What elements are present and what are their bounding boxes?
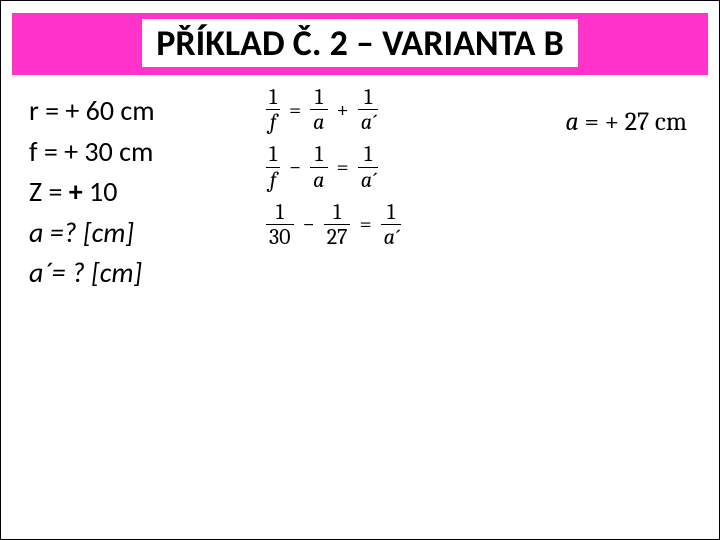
content-area: r = + 60 cm f = + 30 cm Z = + 10 a =? [c… [1, 75, 719, 294]
equation-2: 1 f − 1 a = 1 a´ [263, 142, 404, 191]
a-question: a =? [cm] [29, 215, 134, 250]
frac-1-over-a: 1 a [310, 142, 327, 191]
den: f [267, 110, 279, 134]
den: a [310, 168, 327, 192]
equations-block: 1 f = 1 a + 1 a´ 1 f − [263, 85, 404, 257]
frac-1-over-aprime: 1 a´ [358, 142, 379, 191]
den: a´ [381, 225, 402, 249]
aprime-question: a´= ? [cm] [29, 255, 142, 290]
frac-1-over-a: 1 a [310, 85, 327, 134]
answer-box: a = + 27 cm [559, 105, 693, 139]
frac-1-over-f: 1 f [266, 142, 280, 191]
minus-sign: − [303, 211, 315, 237]
den: a [310, 110, 327, 134]
den: a´ [358, 110, 379, 134]
equation-1: 1 f = 1 a + 1 a´ [263, 85, 404, 134]
num: 1 [384, 200, 398, 224]
frac-1-over-30: 1 30 [266, 200, 294, 249]
equals-sign: = [289, 97, 301, 123]
num: 1 [330, 200, 344, 224]
minus-sign: − [289, 154, 301, 180]
num: 1 [361, 142, 375, 166]
z-plus: + [69, 174, 83, 209]
den: a´ [358, 168, 379, 192]
frac-1-over-27: 1 27 [324, 200, 351, 249]
answer-var: a [565, 107, 578, 137]
given-aprime: a´= ? [cm] [29, 253, 691, 294]
num: 1 [312, 85, 326, 109]
num: 1 [312, 142, 326, 166]
num: 1 [273, 200, 287, 224]
equals-sign: = [359, 211, 371, 237]
plus-sign: + [337, 97, 349, 123]
title-bar: PŘÍKLAD Č. 2 – VARIANTA B [12, 13, 708, 75]
z-value: 10 [83, 174, 118, 209]
frac-1-over-aprime: 1 a´ [358, 85, 379, 134]
answer-value: = + 27 cm [579, 107, 687, 137]
z-label: Z = [29, 174, 69, 209]
slide-title: PŘÍKLAD Č. 2 – VARIANTA B [142, 19, 578, 67]
frac-1-over-aprime: 1 a´ [381, 200, 402, 249]
num: 1 [266, 85, 280, 109]
equals-sign: = [337, 154, 349, 180]
den: 27 [324, 225, 351, 249]
den: f [267, 168, 279, 192]
num: 1 [361, 85, 375, 109]
den: 30 [266, 225, 294, 249]
frac-1-over-f: 1 f [266, 85, 280, 134]
equation-3: 1 30 − 1 27 = 1 a´ [263, 200, 404, 249]
num: 1 [266, 142, 280, 166]
